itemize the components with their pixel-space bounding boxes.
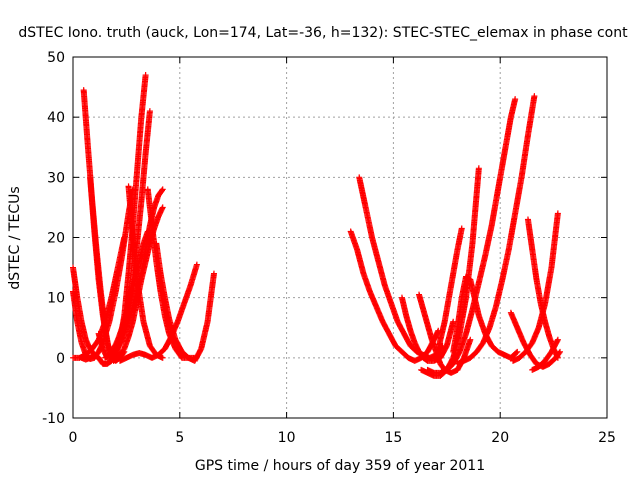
data-point xyxy=(513,349,520,356)
series-20 xyxy=(424,96,519,376)
data-point xyxy=(435,327,442,334)
y-tick-label: 10 xyxy=(47,291,65,307)
data-point xyxy=(512,96,519,103)
series-15 xyxy=(347,228,442,364)
series-21 xyxy=(433,225,465,361)
data-point xyxy=(458,225,465,232)
data-point xyxy=(210,270,217,277)
data-point xyxy=(554,210,561,217)
data-point xyxy=(142,72,149,79)
x-tick-label: 0 xyxy=(69,430,78,446)
data-point xyxy=(159,204,166,211)
data-point xyxy=(146,108,153,115)
series-22 xyxy=(450,273,521,361)
x-tick-label: 15 xyxy=(384,430,402,446)
series-27 xyxy=(529,336,561,373)
data-point xyxy=(159,187,165,194)
y-tick-label: 30 xyxy=(47,170,65,186)
data-point xyxy=(467,336,474,343)
x-axis-label: GPS time / hours of day 359 of year 2011 xyxy=(195,458,485,474)
series-14 xyxy=(153,240,217,364)
x-tick-label: 20 xyxy=(491,430,509,446)
y-axis-label: dSTEC / TECUs xyxy=(7,186,23,289)
data-point xyxy=(554,354,561,361)
x-tick-label: 25 xyxy=(598,430,616,446)
y-tick-label: 40 xyxy=(47,110,65,126)
data-point xyxy=(193,261,200,268)
chart-title: dSTEC Iono. truth (auck, Lon=174, Lat=-3… xyxy=(18,25,628,41)
data-point xyxy=(159,354,166,361)
series-4 xyxy=(80,87,121,364)
x-tick-label: 5 xyxy=(175,430,184,446)
y-axis-ticks: -10 0 10 20 30 40 50 xyxy=(42,50,607,427)
data-point xyxy=(121,234,128,241)
data-point xyxy=(450,318,457,325)
x-tick-label: 10 xyxy=(278,430,296,446)
y-tick-label: 20 xyxy=(47,231,65,247)
data-point xyxy=(159,186,166,193)
series-12 xyxy=(125,183,166,361)
y-tick-label: 0 xyxy=(56,351,65,367)
y-tick-label: -10 xyxy=(42,411,65,427)
data-points xyxy=(70,72,564,379)
series-23 xyxy=(454,93,538,367)
data-point xyxy=(531,93,538,100)
series-10 xyxy=(112,186,166,355)
x-axis-ticks: 0 5 10 15 20 25 xyxy=(69,57,616,446)
data-point xyxy=(475,165,482,172)
series-17 xyxy=(398,294,457,364)
y-tick-label: 50 xyxy=(47,50,65,66)
series-26 xyxy=(510,210,561,364)
data-point xyxy=(554,336,561,343)
data-point xyxy=(514,348,521,355)
